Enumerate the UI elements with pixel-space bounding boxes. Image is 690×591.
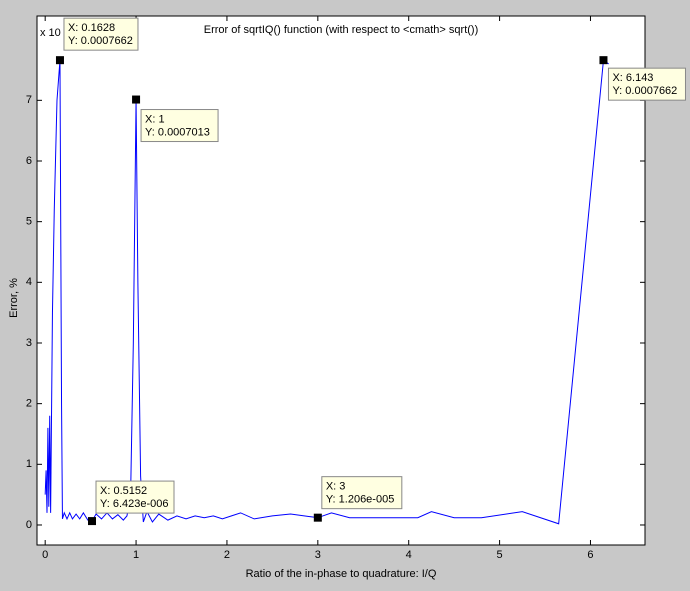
datatip-x: X: 3 — [326, 481, 346, 493]
x-tick-label: 6 — [587, 549, 593, 561]
axes-box — [36, 15, 646, 546]
datatip-y: Y: 0.0007013 — [145, 126, 210, 138]
datatip-box — [321, 476, 403, 510]
datatip-y: Y: 1.206e-005 — [326, 494, 395, 506]
datatip-marker — [313, 513, 322, 522]
y-tick-label: 5 — [26, 216, 32, 228]
datatip-marker — [55, 56, 64, 65]
datatip-marker — [132, 95, 141, 104]
x-tick-label: 5 — [497, 549, 503, 561]
datatip-x: X: 1 — [145, 113, 165, 125]
exponent-label: x 10 — [40, 27, 61, 39]
y-tick-label: 6 — [26, 155, 32, 167]
datatip-box — [95, 480, 175, 514]
y-tick-label: 7 — [26, 94, 32, 106]
datatip-marker — [88, 517, 97, 526]
x-tick-label: 0 — [42, 549, 48, 561]
datatip-x: X: 6.143 — [612, 72, 653, 84]
y-tick-label: 2 — [26, 398, 32, 410]
x-tick-label: 3 — [315, 549, 321, 561]
datatip-box — [63, 17, 139, 51]
datatip-marker — [599, 56, 608, 65]
y-tick-label: 4 — [26, 276, 32, 288]
datatip-box — [607, 67, 686, 101]
datatip-x: X: 0.5152 — [100, 485, 147, 497]
datatip-y: Y: 0.0007662 — [68, 35, 133, 47]
datatip-box — [140, 109, 219, 143]
y-tick-label: 1 — [26, 458, 32, 470]
x-axis-label: Ratio of the in-phase to quadrature: I/Q — [246, 568, 437, 580]
data-line — [44, 59, 609, 525]
datatip-x: X: 0.1628 — [68, 22, 115, 34]
datatip-y: Y: 0.0007662 — [612, 85, 677, 97]
x-tick-label: 4 — [406, 549, 412, 561]
y-tick-label: 0 — [26, 519, 32, 531]
x-tick-label: 2 — [224, 549, 230, 561]
y-axis-label: Error, % — [8, 278, 20, 318]
chart-title: Error of sqrtIQ() function (with respect… — [204, 24, 478, 36]
y-tick-label: 3 — [26, 337, 32, 349]
datatip-y: Y: 6.423e-006 — [100, 498, 169, 510]
x-tick-label: 1 — [133, 549, 139, 561]
